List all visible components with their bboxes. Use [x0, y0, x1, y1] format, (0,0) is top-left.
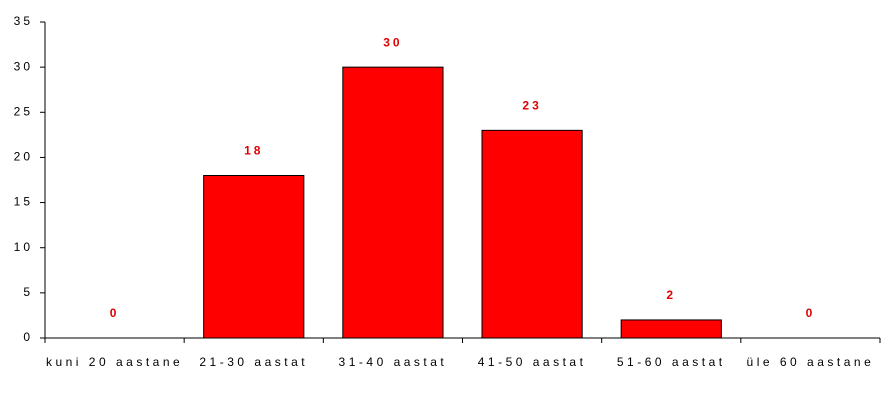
- x-tick-label: 31-40 aastat: [338, 355, 448, 369]
- y-tick-label: 35: [14, 14, 33, 28]
- bar: [481, 129, 583, 339]
- bar: [342, 66, 444, 339]
- data-label: 18: [244, 144, 263, 158]
- x-tick-label: üle 60 aastane: [746, 355, 875, 369]
- bar: [203, 174, 305, 339]
- data-label: 0: [806, 306, 816, 320]
- data-label: 0: [110, 306, 120, 320]
- y-tick-label: 10: [14, 240, 33, 254]
- y-tick-label: 0: [23, 330, 33, 344]
- y-tick-label: 15: [14, 195, 33, 209]
- y-tick-label: 20: [14, 150, 33, 164]
- y-tick-label: 5: [23, 285, 33, 299]
- data-label: 30: [383, 35, 402, 49]
- x-tick-label: kuni 20 aastane: [45, 355, 184, 369]
- bar: [620, 319, 722, 339]
- x-tick-label: 21-30 aastat: [199, 355, 309, 369]
- x-tick-label: 51-60 aastat: [616, 355, 726, 369]
- y-tick-label: 25: [14, 104, 33, 118]
- y-tick-label: 30: [14, 59, 33, 73]
- data-label: 2: [666, 288, 676, 302]
- x-tick-label: 41-50 aastat: [477, 355, 587, 369]
- data-label: 23: [522, 99, 541, 113]
